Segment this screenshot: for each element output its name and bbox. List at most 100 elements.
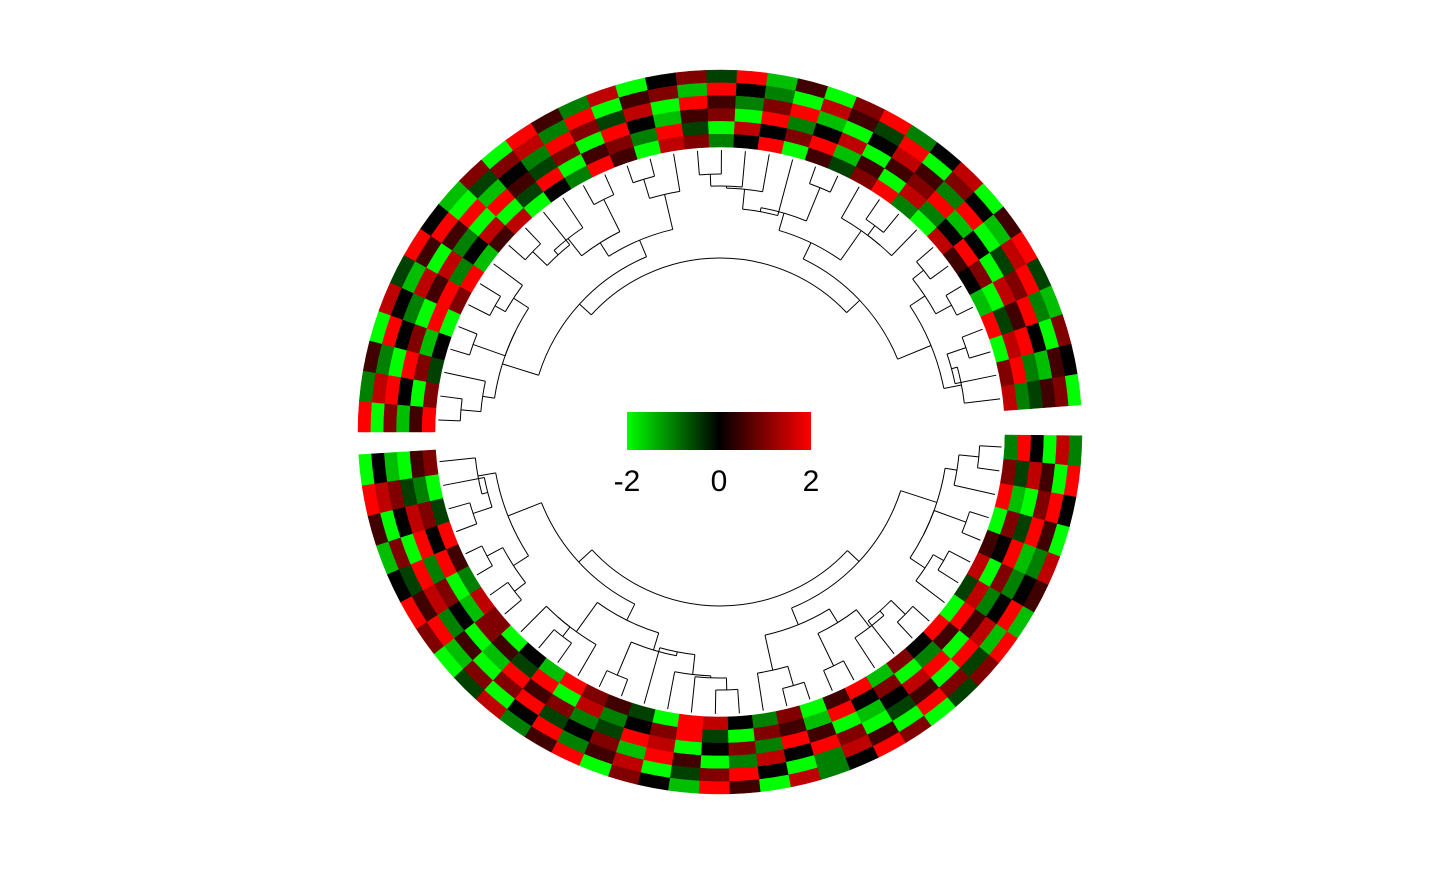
heatmap-cell xyxy=(1042,435,1056,464)
dendrogram-branch xyxy=(600,243,609,257)
dendrogram-branch xyxy=(563,627,570,637)
heatmap-cell xyxy=(371,402,385,432)
heatmap-cell xyxy=(729,779,760,794)
heatmap-cell xyxy=(423,450,438,476)
dendrogram-branch xyxy=(898,345,931,359)
dendrogram-branch xyxy=(693,655,695,675)
dendrogram-branch xyxy=(450,349,469,355)
dendrogram-arc xyxy=(547,245,570,266)
dendrogram-branch xyxy=(897,622,912,638)
dendrogram-branch xyxy=(949,551,970,562)
dendrogram-branch xyxy=(473,507,492,513)
heatmap-cell xyxy=(422,407,436,432)
dendrogram-branch xyxy=(676,652,677,656)
dendrogram-branch xyxy=(490,582,508,595)
legend-tick-label: -2 xyxy=(614,465,641,498)
dendrogram-arc xyxy=(539,257,647,375)
dendrogram-branch xyxy=(438,420,460,421)
dendrogram-branch xyxy=(783,688,787,705)
dendrogram-branch xyxy=(449,503,470,509)
heatmap-cell xyxy=(708,109,736,122)
dendrogram-branch xyxy=(791,608,798,625)
dendrogram-branch xyxy=(947,348,966,354)
dendrogram-branch xyxy=(779,213,784,230)
dendrogram-branch xyxy=(847,300,860,312)
dendrogram-branch xyxy=(933,555,943,561)
dendrogram-branch xyxy=(841,231,862,260)
dendrogram-branch xyxy=(477,566,493,575)
color-bar xyxy=(627,412,811,450)
dendrogram-arc xyxy=(910,510,934,558)
dendrogram-branch xyxy=(458,327,477,334)
dendrogram-branch xyxy=(521,606,546,632)
dendrogram-branch xyxy=(847,551,859,562)
dendrogram-branch xyxy=(478,473,496,476)
dendrogram-branch xyxy=(533,252,547,266)
heatmap-cell xyxy=(700,755,729,768)
heatmap-cell xyxy=(707,83,737,96)
dendrogram-branch xyxy=(539,630,554,648)
dendrogram-branch xyxy=(563,198,583,228)
dendrogram-branch xyxy=(473,344,505,355)
dendrogram-branch xyxy=(697,151,699,175)
dendrogram-branch xyxy=(804,682,810,699)
dendrogram-branch xyxy=(760,208,761,212)
dendrogram-branch xyxy=(910,558,925,568)
heatmap-cell xyxy=(699,768,729,781)
dendrogram-branch xyxy=(938,570,958,583)
dendrogram-branch xyxy=(964,399,1000,403)
dendrogram-branch xyxy=(742,151,745,187)
dendrogram-branch xyxy=(970,512,989,518)
heatmap-cell xyxy=(707,96,736,109)
dendrogram-branch xyxy=(934,510,966,522)
dendrogram-branch xyxy=(901,491,937,503)
dendrogram-branch xyxy=(884,214,899,233)
heatmap-cell xyxy=(682,122,709,137)
heatmap-cell xyxy=(727,715,753,729)
dendrogram-branch xyxy=(480,284,500,297)
dendrogram-branch xyxy=(640,240,647,257)
dendrogram-branch xyxy=(568,239,582,256)
dendrogram-branch xyxy=(738,689,740,713)
heatmap-cell xyxy=(1068,436,1082,467)
heatmap-cell xyxy=(706,70,737,83)
heatmap-cell xyxy=(699,781,730,794)
dendrogram-branch xyxy=(743,189,745,209)
dendrogram-branch xyxy=(962,329,982,337)
dendrogram-branch xyxy=(959,455,979,457)
dendrogram-branch xyxy=(856,610,869,627)
dendrogram-branch xyxy=(514,298,529,308)
dendrogram-branch xyxy=(665,194,673,229)
dendrogram-branch xyxy=(627,604,635,620)
dendrogram-branch xyxy=(952,367,958,369)
heatmap-cell xyxy=(384,403,398,432)
heatmap-cell xyxy=(708,121,734,134)
dendrogram-branch xyxy=(583,185,594,204)
dendrogram-arc xyxy=(791,491,900,608)
dendrogram-branch xyxy=(910,296,925,306)
heatmap-cell xyxy=(701,742,729,755)
heatmap-cell xyxy=(684,134,710,149)
dendrogram-branch xyxy=(440,458,476,462)
dendrogram-arc xyxy=(947,354,955,384)
dendrogram-branch xyxy=(650,159,654,176)
dendrogram-branch xyxy=(513,556,528,566)
dendrogram-branch xyxy=(444,372,485,381)
heatmap-cell xyxy=(728,741,756,756)
heatmap-cell xyxy=(702,729,728,742)
dendrogram-branch xyxy=(778,160,793,216)
dendrogram-branch xyxy=(578,645,596,676)
dendrogram-branch xyxy=(580,304,592,315)
dendrogram-branch xyxy=(829,609,837,623)
heatmap-cell xyxy=(1001,384,1017,410)
dendrogram-branch xyxy=(668,672,675,709)
heatmap-cell xyxy=(1004,435,1018,460)
dendrogram-branch xyxy=(757,673,763,711)
dendrogram-branch xyxy=(788,666,794,685)
heatmap-cell xyxy=(680,109,708,124)
dendrogram-branch xyxy=(495,306,505,312)
dendrogram-arc xyxy=(868,600,891,620)
dendrogram-branch xyxy=(644,648,660,704)
heatmap-cell xyxy=(728,728,755,743)
dendrogram-branch xyxy=(806,188,820,221)
